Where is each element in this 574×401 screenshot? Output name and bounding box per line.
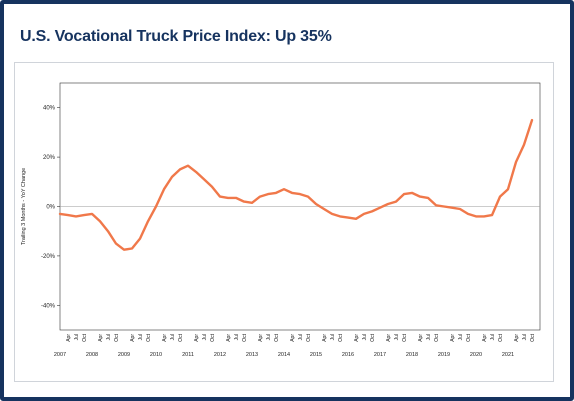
- x-tick-label: Jul: [426, 334, 432, 340]
- x-tick-label: Apr: [418, 334, 424, 342]
- x-tick-label: Apr: [98, 334, 104, 342]
- year-label: 2009: [118, 352, 130, 358]
- y-tick-label: 40%: [43, 106, 56, 112]
- x-tick-label: Jul: [106, 334, 112, 340]
- year-label: 2014: [278, 352, 290, 358]
- x-tick-label: Oct: [466, 333, 472, 341]
- year-label: 2011: [182, 352, 194, 358]
- x-tick-label: Oct: [338, 333, 344, 341]
- year-label: 2013: [246, 352, 258, 358]
- x-tick-label: Jul: [202, 334, 208, 340]
- year-label: 2020: [470, 352, 482, 358]
- x-tick-label: Jul: [170, 334, 176, 340]
- y-tick-label: 20%: [43, 155, 56, 161]
- x-tick-label: Jul: [362, 334, 368, 340]
- x-tick-label: Jul: [330, 334, 336, 340]
- x-tick-label: Jul: [234, 334, 240, 340]
- x-tick-label: Apr: [322, 334, 328, 342]
- x-tick-label: Oct: [178, 333, 184, 341]
- year-label: 2008: [86, 352, 98, 358]
- y-tick-label: -20%: [41, 254, 56, 260]
- x-tick-label: Apr: [226, 334, 232, 342]
- x-tick-label: Oct: [210, 333, 216, 341]
- x-tick-label: Apr: [450, 334, 456, 342]
- year-label: 2018: [406, 352, 418, 358]
- x-tick-label: Jul: [74, 334, 80, 340]
- x-tick-label: Apr: [290, 334, 296, 342]
- line-series: [58, 118, 534, 251]
- y-tick-label: 0%: [46, 205, 55, 211]
- year-label: 2021: [502, 352, 514, 358]
- x-tick-label: Jul: [266, 334, 272, 340]
- x-tick-label: Jul: [138, 334, 144, 340]
- year-label: 2015: [310, 352, 322, 358]
- y-axis-label: Trailing 3 Months - YoY Change: [21, 168, 27, 245]
- x-tick-label: Apr: [514, 334, 520, 342]
- x-tick-label: Jul: [522, 334, 528, 340]
- chart-panel: [14, 62, 554, 382]
- x-tick-label: Apr: [66, 334, 72, 342]
- x-tick-label: Oct: [274, 333, 280, 341]
- x-tick-label: Apr: [258, 334, 264, 342]
- year-label: 2019: [438, 352, 450, 358]
- x-tick-label: Jul: [298, 334, 304, 340]
- x-tick-label: Oct: [82, 333, 88, 341]
- x-tick-label: Oct: [434, 333, 440, 341]
- x-tick-label: Jul: [394, 334, 400, 340]
- x-tick-label: Oct: [530, 333, 536, 341]
- x-tick-label: Oct: [306, 333, 312, 341]
- year-label: 2012: [214, 352, 226, 358]
- x-tick-label: Apr: [354, 334, 360, 342]
- x-tick-label: Apr: [130, 334, 136, 342]
- y-tick-label: -40%: [41, 303, 56, 309]
- chart-title: U.S. Vocational Truck Price Index: Up 35…: [20, 28, 332, 45]
- x-tick-label: Oct: [146, 333, 152, 341]
- x-tick-label: Apr: [386, 334, 392, 342]
- x-tick-label: Oct: [242, 333, 248, 341]
- year-label: 2007: [54, 352, 66, 358]
- x-tick-label: Oct: [370, 333, 376, 341]
- year-label: 2017: [374, 352, 386, 358]
- x-tick-label: Apr: [482, 334, 488, 342]
- year-label: 2010: [150, 352, 162, 358]
- year-label: 2016: [342, 352, 354, 358]
- x-tick-label: Apr: [162, 334, 168, 342]
- x-tick-label: Oct: [114, 333, 120, 341]
- x-tick-label: Jul: [458, 334, 464, 340]
- x-tick-label: Oct: [498, 333, 504, 341]
- x-tick-label: Oct: [402, 333, 408, 341]
- x-tick-label: Apr: [194, 334, 200, 342]
- x-tick-label: Jul: [490, 334, 496, 340]
